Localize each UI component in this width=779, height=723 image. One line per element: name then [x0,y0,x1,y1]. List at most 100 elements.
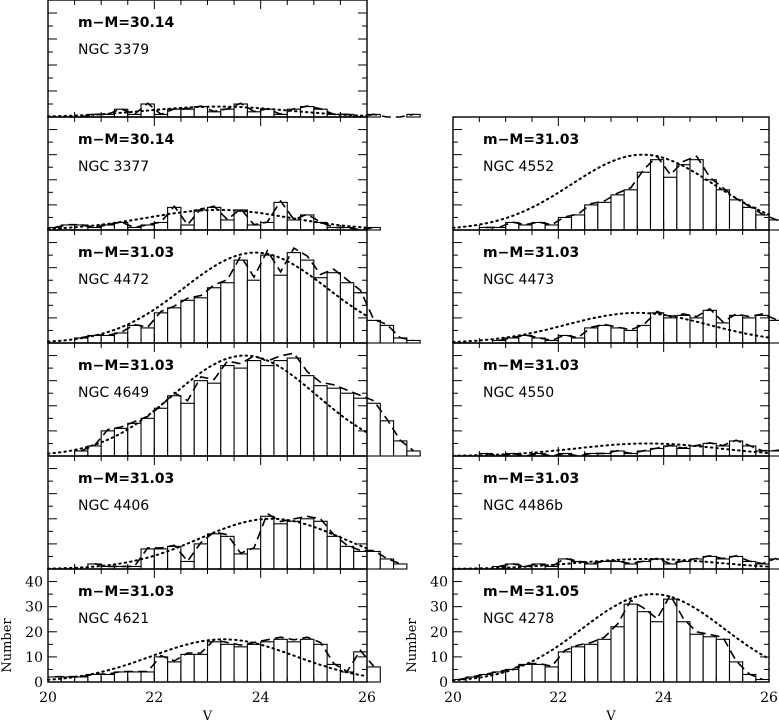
panel-ngc-4406: m−M=31.03 NGC 4406 [47,455,408,570]
y-axis-label: Number [405,618,420,673]
panel-ngc-4486b: m−M=31.03 NGC 4486b [452,455,779,570]
histogram-bar [127,422,142,457]
histogram-bar [273,523,288,570]
histogram-bar [584,643,599,683]
y-axis-label: Number [0,618,15,673]
histogram-bar [728,199,744,231]
histogram-bar [233,259,248,344]
histogram-bar [273,638,288,683]
histogram-bar [100,673,116,683]
gclf-fit-curve [452,442,770,457]
histogram-bar [273,274,288,344]
histogram-bar [623,189,638,231]
histogram-bar [193,653,209,683]
histogram-bar [140,417,155,457]
histogram-bar [715,322,731,344]
histogram-bar [273,360,288,457]
histogram-bar [140,327,155,344]
panel-frame [452,568,770,683]
histogram-bar [193,380,209,457]
histogram-bar [702,442,717,457]
gclf-fit-curve [452,558,770,570]
y-tick-label: 20 [430,625,448,641]
histogram-bar [87,445,102,457]
y-tick-label: 0 [34,675,43,691]
histogram-bar [570,646,586,683]
observed-line [485,439,779,457]
histogram-bar [379,420,395,457]
histogram-bar [353,397,368,457]
histogram-bar [140,671,155,683]
histogram-bar [100,334,116,344]
histogram-bar [663,563,678,570]
distance-modulus-label: m−M=31.05 [483,584,579,600]
galaxy-name-label: NGC 4473 [483,272,554,288]
panel-ngc-4649: m−M=31.03 NGC 4649 [47,342,421,457]
histogram-bar [663,317,678,344]
panel-ngc-4552: m−M=31.03 NGC 4552 [452,116,779,231]
y-tick-label: 0 [439,675,448,691]
x-axis-label: V [202,709,213,723]
histogram-bar [167,206,182,231]
histogram-bar [715,189,731,231]
histogram-bar [326,272,341,344]
histogram-bar [153,656,169,683]
histogram-bar [728,440,744,457]
x-tick-label: 26 [760,690,778,706]
x-axis-label: V [605,709,616,723]
histogram-bar [742,317,757,344]
histogram-bar [636,611,652,683]
y-tick-label: 40 [25,575,43,591]
histogram-bar [663,598,678,683]
histogram-bar [518,663,533,683]
panel-ngc-4621: m−M=31.03 NGC 4621 0 10 20 30 40 20 22 24 26 V Numbe… [0,568,381,723]
histogram-bar [610,327,625,344]
x-tick-label: 20 [444,690,462,706]
histogram-bar [180,224,195,231]
histogram-bar [584,204,599,231]
histogram-bar [366,319,381,344]
galaxy-name-label: NGC 4552 [483,159,554,175]
distance-modulus-label: m−M=31.03 [78,584,174,600]
histogram-bar [60,676,76,683]
x-tick-label: 24 [655,690,673,706]
histogram-bar [180,108,195,118]
histogram-bar [326,535,341,570]
histogram-bar [299,638,315,683]
histogram-bar [570,214,586,231]
histogram-bar [220,219,235,231]
distance-modulus-label: m−M=30.14 [78,15,175,31]
histogram-bar [518,224,533,231]
x-tick-label: 20 [39,690,57,706]
galaxy-name-label: NGC 4278 [483,611,554,627]
histogram-bar [663,445,678,457]
histogram-bar [153,312,169,344]
histogram-bar [584,563,599,570]
histogram-bar [286,252,302,344]
panel-frame [47,568,368,683]
gclf-fit-curve [452,311,770,343]
histogram-bar [610,626,625,683]
histogram-bar [180,299,195,344]
panel-ngc-4278: m−M=31.05 NGC 4278 0 10 20 30 40 20 22 24 26 V Numbe… [405,568,778,723]
histogram-bar [180,402,195,457]
histogram-bar [260,221,275,231]
histogram-bar [233,367,248,457]
histogram-bar [180,560,195,570]
histogram-bar [544,224,559,231]
distance-modulus-label: m−M=31.03 [78,358,174,374]
histogram-bar [193,209,209,231]
gclf-fit-curve [47,517,368,570]
histogram-bar [544,666,559,683]
histogram-bar [491,671,507,683]
histogram-bar [728,555,744,570]
gclf-fit-curve [47,354,368,455]
histogram-bar [339,545,355,570]
histogram-bar [260,254,275,344]
histogram-bar [755,314,770,344]
histogram-bar [649,558,665,570]
histogram-bar [649,312,665,344]
histogram-bar [649,159,665,231]
distance-modulus-label: m−M=31.03 [78,471,174,487]
histogram-bar [167,395,182,457]
